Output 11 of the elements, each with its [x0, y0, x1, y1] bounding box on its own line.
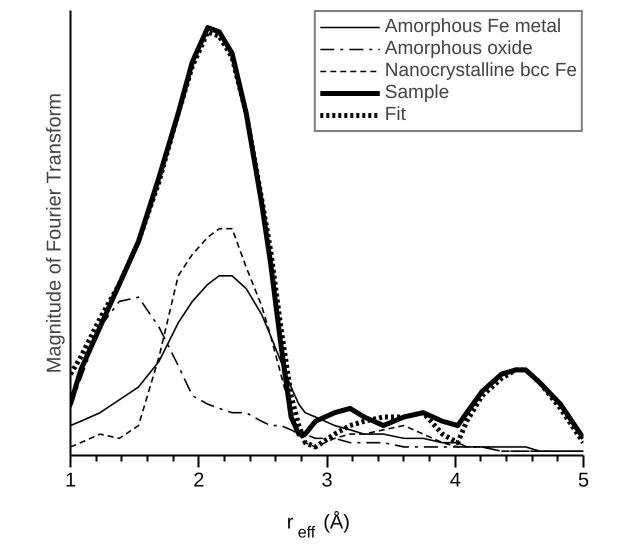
legend-label: Amorphous Fe metal: [384, 16, 562, 38]
y-axis-title: Magnitude of Fourier Transform: [44, 93, 66, 374]
x-tick-label: 3: [321, 470, 333, 492]
legend-label: Fit: [384, 104, 406, 126]
x-tick-label: 5: [578, 470, 590, 492]
legend-label: Nanocrystalline bcc Fe: [384, 60, 577, 82]
x-tick-label: 2: [193, 470, 204, 492]
x-tick-label: 1: [64, 470, 76, 492]
legend-label: Amorphous oxide: [384, 38, 533, 60]
legend-label: Sample: [384, 82, 450, 104]
x-tick-label: 4: [450, 470, 461, 492]
